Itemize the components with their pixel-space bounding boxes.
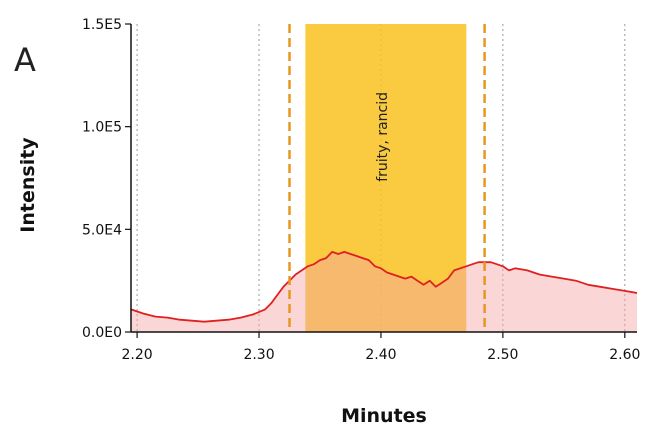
x-tick-label-4: 2.60 — [609, 347, 640, 363]
y-tick-label-2: 1.0E5 — [82, 120, 122, 136]
y-tick-label-1: 5.0E4 — [82, 222, 122, 238]
x-tick-label-1: 2.30 — [243, 347, 274, 363]
plot-area: fruity, rancid — [130, 24, 638, 332]
axes: 2.20 2.30 2.40 2.50 2.60 0.0E0 5.0E4 1.0E5 1.5E5 — [82, 17, 640, 363]
y-axis-title: Intensity — [17, 137, 39, 233]
x-tick-label-3: 2.50 — [487, 347, 518, 363]
y-tick-label-3: 1.5E5 — [82, 17, 122, 33]
x-axis-title: Minutes — [341, 405, 427, 427]
x-tick-label-0: 2.20 — [122, 347, 153, 363]
series-0-line — [130, 251, 638, 323]
series-0-area — [131, 251, 637, 332]
x-tick-label-2: 2.40 — [365, 347, 396, 363]
highlight-region — [305, 24, 467, 332]
panel-label: A — [14, 41, 36, 79]
annotation-0: fruity, rancid — [375, 92, 391, 182]
y-tick-label-0: 0.0E0 — [82, 325, 122, 341]
